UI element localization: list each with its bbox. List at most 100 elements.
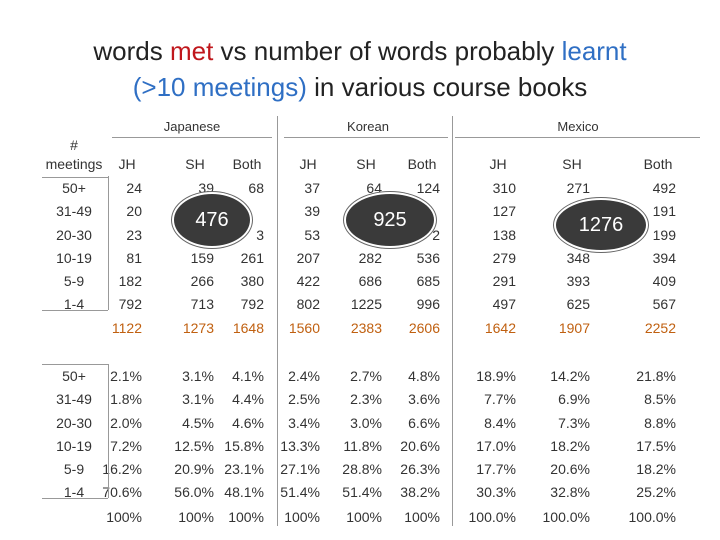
- count-total-cell: 1273: [182, 320, 214, 336]
- title-met-highlight: met: [169, 36, 214, 66]
- row-label: 50+: [62, 368, 86, 384]
- row-label: 5-9: [63, 273, 85, 289]
- slide-title-line-1: words met vs number of words probably le…: [0, 34, 720, 68]
- row-label: 5-9: [63, 461, 85, 477]
- percent-cell: 38.2%: [400, 484, 440, 500]
- row-label: 31-49: [56, 203, 92, 219]
- count-cell: 68: [248, 180, 264, 196]
- percent-cell: 14.2%: [550, 368, 590, 384]
- count-cell: 191: [652, 203, 676, 219]
- count-cell: 422: [296, 273, 320, 289]
- title-text: vs number of words probably: [213, 36, 562, 66]
- count-total-cell: 1122: [111, 320, 142, 336]
- column-header: Both: [232, 156, 262, 172]
- percent-cell: 48.1%: [224, 484, 264, 500]
- percent-total-cell: 100.0%: [468, 509, 516, 525]
- title-threshold-highlight: (>10 meetings): [132, 72, 307, 102]
- percent-total-cell: 100%: [346, 509, 382, 525]
- percent-cell: 17.0%: [476, 438, 516, 454]
- percent-cell: 18.2%: [636, 461, 676, 477]
- row-label: 1-4: [63, 296, 85, 312]
- row-label: 10-19: [56, 250, 92, 266]
- count-cell: 996: [416, 296, 440, 312]
- percent-cell: 8.8%: [644, 415, 676, 431]
- count-cell: 2: [432, 227, 440, 243]
- column-header: SH: [356, 156, 376, 172]
- percent-cell: 18.2%: [550, 438, 590, 454]
- percent-cell: 25.2%: [636, 484, 676, 500]
- percent-cell: 28.8%: [342, 461, 382, 477]
- count-cell: 39: [304, 203, 320, 219]
- count-cell: 625: [566, 296, 590, 312]
- row-label: 1-4: [63, 484, 85, 500]
- column-header: JH: [489, 156, 507, 172]
- row-label: 10-19: [56, 438, 92, 454]
- column-header: JH: [118, 156, 136, 172]
- column-header: SH: [185, 156, 205, 172]
- count-cell: 348: [566, 250, 590, 266]
- percent-cell: 17.7%: [476, 461, 516, 477]
- percent-cell: 3.4%: [288, 415, 320, 431]
- count-cell: 310: [492, 180, 516, 196]
- percent-cell: 20.6%: [550, 461, 590, 477]
- count-cell: 713: [190, 296, 214, 312]
- count-cell: 685: [416, 273, 440, 289]
- percent-cell: 3.1%: [182, 391, 214, 407]
- percent-cell: 2.0%: [110, 415, 142, 431]
- count-cell: 182: [118, 273, 142, 289]
- column-header: Both: [407, 156, 437, 172]
- row-label: 31-49: [56, 391, 92, 407]
- percent-cell: 7.2%: [110, 438, 142, 454]
- count-total-cell: 2383: [350, 320, 382, 336]
- percent-cell: 21.8%: [636, 368, 676, 384]
- percent-cell: 7.3%: [558, 415, 590, 431]
- count-cell: 199: [652, 227, 676, 243]
- count-cell: 409: [652, 273, 676, 289]
- percent-cell: 17.5%: [636, 438, 676, 454]
- percent-cell: 8.5%: [644, 391, 676, 407]
- count-cell: 1225: [350, 296, 382, 312]
- percent-cell: 2.5%: [288, 391, 320, 407]
- percent-cell: 8.4%: [484, 415, 516, 431]
- percent-cell: 3.0%: [350, 415, 382, 431]
- column-divider: [277, 116, 278, 526]
- percent-cell: 6.9%: [558, 391, 590, 407]
- count-cell: 380: [240, 273, 264, 289]
- row-label-top-rule: [42, 364, 108, 365]
- count-cell: 291: [492, 273, 516, 289]
- count-cell: 207: [296, 250, 320, 266]
- count-cell: 266: [190, 273, 214, 289]
- column-header: SH: [562, 156, 582, 172]
- count-total-cell: 1907: [558, 320, 590, 336]
- percent-cell: 2.7%: [350, 368, 382, 384]
- count-cell: 497: [492, 296, 516, 312]
- count-cell: 802: [296, 296, 320, 312]
- percent-total-cell: 100.0%: [542, 509, 590, 525]
- count-cell: 23: [126, 227, 142, 243]
- percent-cell: 4.5%: [182, 415, 214, 431]
- count-cell: 282: [358, 250, 382, 266]
- percent-cell: 4.1%: [232, 368, 264, 384]
- percent-cell: 13.3%: [280, 438, 320, 454]
- count-cell: 127: [492, 203, 516, 219]
- count-cell: 686: [358, 273, 382, 289]
- percent-total-cell: 100%: [106, 509, 142, 525]
- count-cell: 567: [652, 296, 676, 312]
- percent-cell: 26.3%: [400, 461, 440, 477]
- column-header: JH: [299, 156, 317, 172]
- group-header-mexico: Mexico: [557, 119, 599, 134]
- count-cell: 53: [304, 227, 320, 243]
- percent-cell: 2.3%: [350, 391, 382, 407]
- count-total-cell: 1560: [288, 320, 320, 336]
- group-underline: [455, 137, 700, 138]
- percent-cell: 4.6%: [232, 415, 264, 431]
- count-cell: 138: [492, 227, 516, 243]
- percent-cell: 18.9%: [476, 368, 516, 384]
- percent-cell: 30.3%: [476, 484, 516, 500]
- row-header-hash: #: [70, 137, 78, 153]
- count-cell: 81: [126, 250, 142, 266]
- count-cell: 394: [652, 250, 676, 266]
- count-cell: 24: [126, 180, 142, 196]
- count-total-cell: 2606: [408, 320, 440, 336]
- percent-total-cell: 100%: [404, 509, 440, 525]
